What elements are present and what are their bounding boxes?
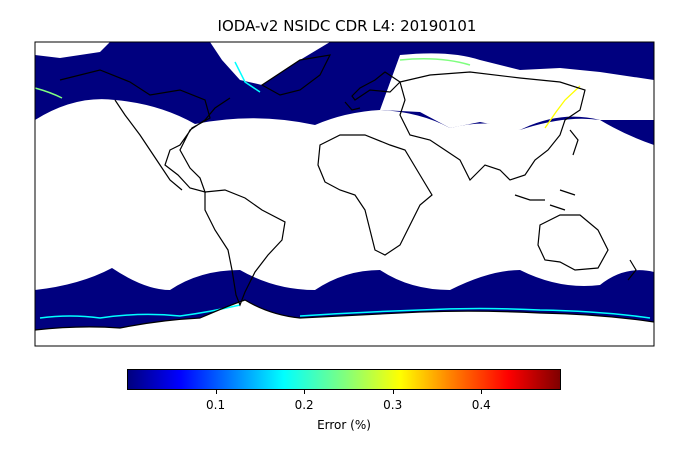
- colorbar-tick: [304, 390, 306, 394]
- colorbar-tick-label: 0.1: [206, 398, 226, 412]
- colorbar-tick: [215, 390, 217, 394]
- ice-coverage: [34, 42, 654, 346]
- colorbar-tick-label: 0.4: [471, 398, 491, 412]
- colorbar: [127, 369, 561, 390]
- colorbar-tick: [392, 390, 394, 394]
- map-title: IODA-v2 NSIDC CDR L4: 20190101: [217, 17, 477, 35]
- colorbar-tick: [481, 390, 483, 394]
- map-frame: [34, 41, 655, 347]
- coastlines: [34, 54, 655, 331]
- colorbar-tick-label: 0.3: [383, 398, 403, 412]
- colorbar-tick-label: 0.2: [294, 398, 314, 412]
- colorbar-label: Error (%): [317, 418, 371, 432]
